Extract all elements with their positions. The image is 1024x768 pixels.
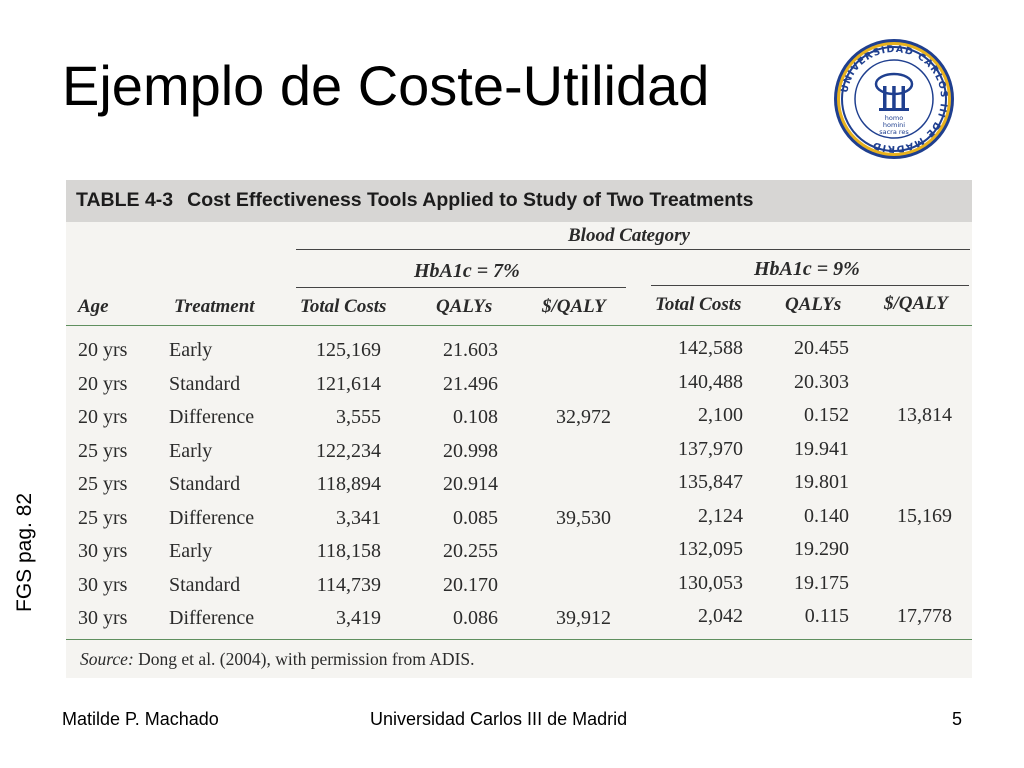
table-cell-cost-per-qaly-9: 15,169 — [897, 504, 952, 527]
table-cell-treatment: Standard — [169, 473, 241, 495]
footer-author: Matilde P. Machado — [62, 709, 219, 729]
table-caption: TABLE 4-3 Cost Effectiveness Tools Applie… — [76, 189, 753, 212]
table-cell-age: 25 yrs — [78, 439, 128, 462]
table-cell-total-costs-7: 122,234 — [316, 439, 381, 462]
table-cell-treatment: Difference — [169, 506, 255, 529]
table-cell-total-costs-9: 137,970 — [678, 437, 743, 460]
table-cell-qalys-7: 21.496 — [443, 372, 498, 395]
table-cell-treatment: Difference — [169, 607, 255, 629]
table-cell-age: 20 yrs — [78, 372, 128, 395]
table-cell-qalys-9: 20.455 — [794, 337, 849, 359]
side-note-reference: FGS pag. 82 — [13, 492, 36, 612]
table-cell-cost-per-qaly-7: 39,912 — [556, 607, 611, 629]
table-cell-cost-per-qaly-9: 13,814 — [897, 404, 952, 426]
university-seal-logo: UNIVERSIDAD CARLOS III DE MADRID homo ho… — [833, 38, 955, 160]
table-cell-qalys-9: 0.140 — [804, 504, 849, 527]
table-cell-treatment: Difference — [169, 406, 255, 428]
table-cell-age: 20 yrs — [78, 339, 128, 361]
table-cell-qalys-7: 0.108 — [453, 406, 498, 428]
table-cell-treatment: Standard — [169, 372, 241, 395]
table-cell-age: 30 yrs — [78, 540, 128, 562]
footer-institution: Universidad Carlos III de Madrid — [370, 709, 628, 729]
table-cell-total-costs-9: 142,588 — [678, 337, 743, 359]
table-cell-qalys-7: 0.085 — [453, 506, 498, 529]
table-cell-total-costs-7: 3,341 — [336, 506, 381, 529]
table-cell-total-costs-9: 130,053 — [678, 571, 743, 594]
table-cell-treatment: Early — [169, 339, 213, 361]
table-cell-age: 30 yrs — [78, 607, 128, 629]
slide-title: Ejemplo de Coste-Utilidad — [62, 54, 710, 117]
table-cell-total-costs-7: 118,894 — [316, 473, 381, 495]
table-cell-total-costs-7: 125,169 — [316, 339, 381, 361]
table-bottom-rule — [66, 639, 972, 640]
table-cell-total-costs-7: 3,419 — [336, 607, 381, 629]
table-cell-qalys-7: 20.914 — [443, 473, 498, 495]
table-cell-total-costs-7: 3,555 — [336, 406, 381, 428]
table-cell-total-costs-9: 140,488 — [678, 370, 743, 393]
table-cell-qalys-9: 0.115 — [804, 605, 849, 627]
header-rule-blood-category — [296, 249, 970, 250]
table-cell-qalys-9: 19.941 — [794, 437, 849, 460]
table-cell-total-costs-9: 2,100 — [698, 404, 743, 426]
table-cell-qalys-7: 0.086 — [453, 607, 498, 629]
column-header-age: Age — [78, 296, 109, 317]
column-header-qalys-7: QALYs — [436, 296, 493, 317]
source-label: Source: — [80, 649, 134, 669]
column-header-qalys-9: QALYs — [785, 294, 842, 315]
table-cell-qalys-7: 21.603 — [443, 339, 498, 361]
footer-page-number: 5 — [952, 709, 963, 729]
table-cell-qalys-9: 19.175 — [794, 571, 849, 594]
header-rule-group-2 — [651, 285, 969, 286]
table-cell-qalys-9: 19.290 — [794, 538, 849, 560]
column-header-cost-per-qaly-7: $/QALY — [542, 296, 606, 317]
table-cell-total-costs-9: 135,847 — [678, 471, 743, 493]
scanned-table-image: TABLE 4-3 Cost Effectiveness Tools Applie… — [66, 180, 972, 678]
table-cell-treatment: Early — [169, 439, 213, 462]
column-header-rule — [66, 325, 972, 326]
table-cell-age: 30 yrs — [78, 573, 128, 596]
table-cell-qalys-7: 20.170 — [443, 573, 498, 596]
svg-text:homini: homini — [883, 121, 905, 129]
table-cell-treatment: Early — [169, 540, 213, 562]
table-cell-treatment: Standard — [169, 573, 241, 596]
group-header-hba1c-9: HbA1c = 9% — [754, 258, 860, 280]
table-source-note: Source: Dong et al. (2004), with permiss… — [80, 649, 475, 670]
table-cell-total-costs-7: 121,614 — [316, 372, 381, 395]
table-title-text: Cost Effectiveness Tools Applied to Stud… — [187, 189, 754, 211]
svg-text:homo: homo — [885, 114, 903, 122]
table-cell-total-costs-7: 118,158 — [316, 540, 381, 562]
column-header-total-costs-7: Total Costs — [300, 296, 387, 317]
table-cell-total-costs-9: 2,124 — [698, 504, 743, 527]
source-text: Dong et al. (2004), with permission from… — [133, 649, 475, 669]
svg-text:sacra res: sacra res — [879, 128, 909, 136]
table-cell-cost-per-qaly-9: 17,778 — [897, 605, 952, 627]
table-number: TABLE 4-3 — [76, 189, 174, 211]
table-cell-age: 20 yrs — [78, 406, 128, 428]
table-cell-total-costs-7: 114,739 — [316, 573, 381, 596]
table-cell-qalys-7: 20.998 — [443, 439, 498, 462]
blood-category-header: Blood Category — [568, 225, 690, 246]
table-cell-qalys-9: 19.801 — [794, 471, 849, 493]
table-cell-qalys-9: 20.303 — [794, 370, 849, 393]
column-header-treatment: Treatment — [174, 296, 255, 317]
table-cell-cost-per-qaly-7: 32,972 — [556, 406, 611, 428]
table-cell-age: 25 yrs — [78, 506, 128, 529]
header-rule-group-1 — [296, 287, 626, 288]
table-cell-age: 25 yrs — [78, 473, 128, 495]
table-cell-total-costs-9: 2,042 — [698, 605, 743, 627]
table-cell-qalys-7: 20.255 — [443, 540, 498, 562]
group-header-hba1c-7: HbA1c = 7% — [414, 260, 520, 282]
column-header-total-costs-9: Total Costs — [655, 294, 742, 315]
column-header-cost-per-qaly-9: $/QALY — [884, 293, 948, 314]
table-cell-cost-per-qaly-7: 39,530 — [556, 506, 611, 529]
table-cell-qalys-9: 0.152 — [804, 404, 849, 426]
table-title-bar — [66, 180, 972, 222]
table-cell-total-costs-9: 132,095 — [678, 538, 743, 560]
